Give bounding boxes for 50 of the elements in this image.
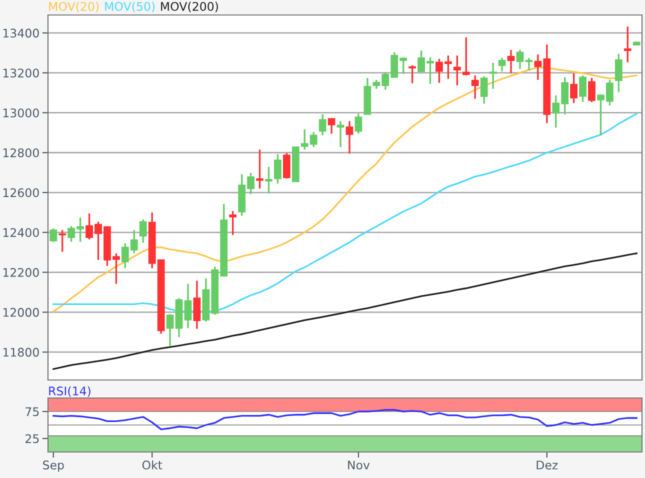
candlestick [328,118,336,135]
series-label: RSI(14) [49,386,90,397]
text: MOV(200) [161,2,218,12]
y-tick-label: 13400 [3,28,39,38]
y-tick-label: 75 [26,407,39,416]
text: MOV(20) [49,2,99,12]
y-tick-label: 12400 [3,228,39,238]
candlestick [256,148,264,190]
x-tick-label: Sep [43,460,64,472]
candlestick [229,210,237,236]
candlestick [184,283,192,329]
candlestick [354,112,362,135]
y-tick-label: 12000 [3,308,39,317]
y-tick-label: 11800 [3,348,39,357]
candlestick [498,57,506,72]
candlestick [318,113,326,136]
text: MOV(50) [105,2,155,12]
candlestick [139,218,147,244]
candlestick [570,72,578,104]
y-tick-label: 13200 [3,68,39,78]
x-tick-label: Dez [536,460,558,470]
line-series [52,409,638,430]
candlestick [614,53,622,94]
candlestick [471,74,479,100]
line-series [52,252,638,370]
candlestick [50,228,58,243]
candlestick [624,26,632,64]
candlestick [265,166,272,194]
x-tick-label: Nov [348,460,370,470]
candlestick [453,54,461,86]
candlestick [480,76,488,105]
y-tick-label: 12200 [3,268,39,277]
x-tick-label: Okt [142,460,162,470]
candlestick [489,62,497,90]
candlestick [507,49,515,74]
candlestick [336,120,344,148]
candlestick [282,152,290,180]
candlestick [588,76,596,103]
y-tick-label: 12800 [3,148,39,158]
candlestick [193,280,201,330]
candlestick [346,120,354,154]
candlestick [462,36,470,76]
candlestick [579,74,586,103]
candlestick [58,229,66,253]
candlestick [274,153,282,184]
y-tick-label: 25 [26,434,39,444]
y-tick-label: 13000 [3,108,39,118]
candlestick [166,313,174,348]
candlestick [408,64,416,84]
y-tick-label: 12600 [3,188,39,198]
